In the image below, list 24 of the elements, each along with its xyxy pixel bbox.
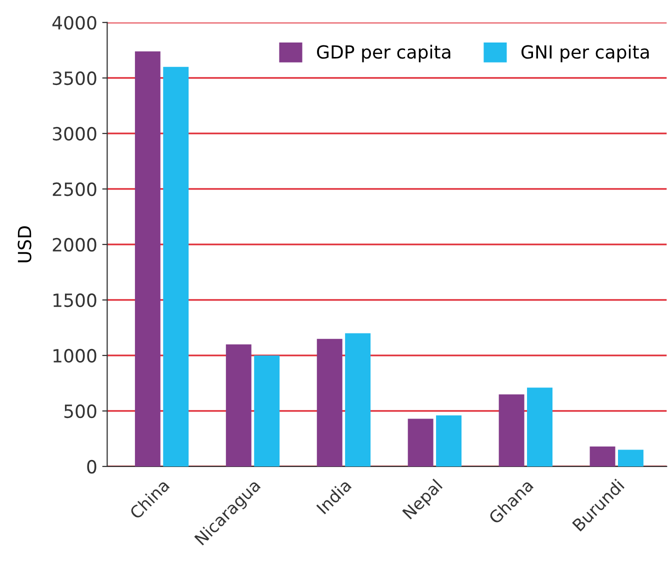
y-tick-label: 3500 xyxy=(52,71,96,86)
bar xyxy=(134,51,160,466)
bar xyxy=(408,418,434,466)
y-tick-label: 1000 xyxy=(54,348,96,363)
bar xyxy=(590,446,616,466)
bar xyxy=(345,333,371,466)
bar xyxy=(163,66,189,466)
bar xyxy=(226,344,252,466)
y-tick-label: 2500 xyxy=(52,182,96,196)
bar xyxy=(618,450,644,466)
y-tick-label: 2000 xyxy=(52,238,96,252)
bar xyxy=(254,355,280,466)
bar xyxy=(527,388,552,466)
legend-label: GNI per capita xyxy=(522,44,649,62)
y-tick-label: 3000 xyxy=(52,126,96,141)
y-tick-label: 0 xyxy=(87,460,96,474)
y-tick-label: 500 xyxy=(64,404,96,418)
bar xyxy=(316,338,342,466)
y-tick-label: 4000 xyxy=(52,16,96,30)
legend-label: GDP per capita xyxy=(317,44,450,62)
y-tick-label: 1500 xyxy=(54,293,96,308)
bar xyxy=(498,394,524,466)
bar xyxy=(436,415,462,466)
y-axis-title: USD xyxy=(18,226,32,262)
